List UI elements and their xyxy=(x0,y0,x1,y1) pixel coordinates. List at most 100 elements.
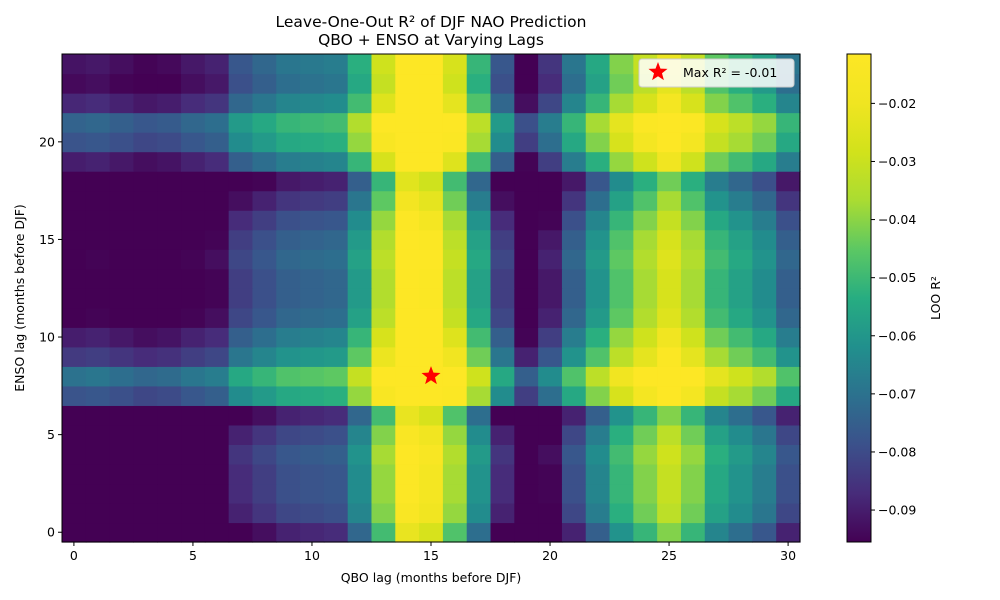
heatmap-cell xyxy=(609,190,634,211)
heatmap-cell xyxy=(252,463,277,485)
heatmap-cell xyxy=(85,307,111,328)
heatmap-cell xyxy=(371,210,396,231)
heatmap-cell xyxy=(585,210,611,231)
heatmap-cell xyxy=(752,288,777,309)
heatmap-cell xyxy=(276,502,301,524)
heatmap-cell xyxy=(466,249,492,270)
heatmap-cell xyxy=(419,229,444,250)
x-axis-label: QBO lag (months before DJF) xyxy=(341,570,522,585)
heatmap-cell xyxy=(276,405,301,426)
heatmap-cell xyxy=(728,405,753,426)
heatmap-cell xyxy=(585,327,611,348)
heatmap-cell xyxy=(752,249,777,270)
heatmap-cell xyxy=(204,73,230,94)
heatmap-cell xyxy=(657,229,682,250)
heatmap-cell xyxy=(109,463,135,485)
heatmap-cell xyxy=(704,210,730,231)
heatmap-cell xyxy=(395,346,420,367)
heatmap-cell xyxy=(442,327,468,348)
heatmap-cell xyxy=(680,249,706,270)
heatmap-cell xyxy=(633,190,658,211)
heatmap-cell xyxy=(704,229,730,250)
heatmap-cell xyxy=(371,93,396,114)
heatmap-cell xyxy=(395,288,420,309)
heatmap-cell xyxy=(704,288,730,309)
heatmap-cell xyxy=(728,229,753,250)
heatmap-cell xyxy=(181,483,206,504)
heatmap-cell xyxy=(609,268,634,289)
x-tick-label: 15 xyxy=(423,548,439,563)
heatmap-cell xyxy=(62,366,87,387)
heatmap-cell xyxy=(323,229,349,250)
heatmap-cell xyxy=(538,54,563,75)
heatmap-cell xyxy=(490,444,515,465)
heatmap-cell xyxy=(85,268,111,289)
heatmap-cell xyxy=(204,210,230,231)
heatmap-cell xyxy=(776,327,801,348)
heatmap-cell xyxy=(371,249,396,270)
heatmap-cell xyxy=(585,463,611,485)
heatmap-cell xyxy=(276,307,301,328)
heatmap-cell xyxy=(85,502,111,524)
heatmap-cell xyxy=(347,366,373,387)
heatmap-cell xyxy=(109,327,135,348)
heatmap-cell xyxy=(466,132,492,153)
heatmap-cell xyxy=(252,307,277,328)
heatmap-cell xyxy=(419,112,444,133)
heatmap-cell xyxy=(204,151,230,172)
heatmap-cell xyxy=(466,151,492,172)
heatmap-cell xyxy=(704,502,730,524)
heatmap-cell xyxy=(514,307,539,328)
heatmap-cell xyxy=(752,405,777,426)
heatmap-cell xyxy=(252,151,277,172)
heatmap-cell xyxy=(157,288,182,309)
heatmap-cell xyxy=(85,132,111,153)
heatmap-cell xyxy=(228,73,254,94)
heatmap-cell xyxy=(490,385,515,406)
heatmap-cell xyxy=(728,366,753,387)
heatmap-cell xyxy=(395,112,420,133)
heatmap-cell xyxy=(633,483,658,504)
heatmap-cell xyxy=(181,93,206,114)
heatmap-cell xyxy=(538,73,563,94)
heatmap-cell xyxy=(633,93,658,114)
heatmap-cell xyxy=(585,444,611,465)
heatmap-cell xyxy=(752,151,777,172)
heatmap-cell xyxy=(538,405,563,426)
heatmap-cell xyxy=(181,171,206,192)
heatmap-cell xyxy=(776,190,801,211)
heatmap-cell xyxy=(680,522,706,543)
heatmap-cell xyxy=(490,93,515,114)
heatmap-cell xyxy=(157,151,182,172)
heatmap-cell xyxy=(300,112,325,133)
heatmap-cell xyxy=(609,151,634,172)
chart-title: Leave-One-Out R² of DJF NAO Prediction xyxy=(276,13,587,31)
heatmap-cell xyxy=(419,327,444,348)
heatmap-cell xyxy=(585,190,611,211)
heatmap-cell xyxy=(419,268,444,289)
heatmap-cell xyxy=(490,268,515,289)
heatmap-cell xyxy=(323,307,349,328)
heatmap-cell xyxy=(419,132,444,153)
colorbar-label: LOO R² xyxy=(928,276,943,320)
heatmap-cell xyxy=(561,93,587,114)
heatmap-cell xyxy=(252,288,277,309)
heatmap-cell xyxy=(62,502,87,524)
heatmap-cell xyxy=(704,327,730,348)
heatmap-cell xyxy=(776,346,801,367)
heatmap-cell xyxy=(347,190,373,211)
heatmap-cell xyxy=(323,385,349,406)
heatmap-cell xyxy=(133,502,158,524)
heatmap-cell xyxy=(490,210,515,231)
heatmap-cell xyxy=(633,385,658,406)
heatmap-cell xyxy=(204,502,230,524)
heatmap-cell xyxy=(466,366,492,387)
heatmap-cell xyxy=(490,288,515,309)
heatmap-cell xyxy=(442,210,468,231)
heatmap-cell xyxy=(490,346,515,367)
heatmap-cell xyxy=(395,229,420,250)
heatmap-cell xyxy=(228,132,254,153)
heatmap-cell xyxy=(680,327,706,348)
heatmap-cell xyxy=(752,112,777,133)
heatmap-cell xyxy=(347,288,373,309)
